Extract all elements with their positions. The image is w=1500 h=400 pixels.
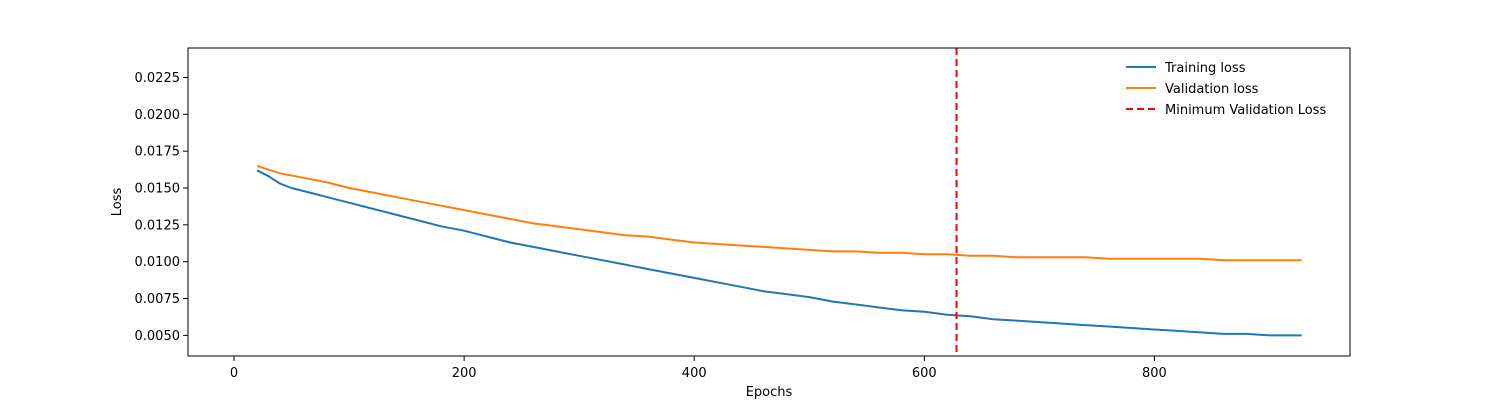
y-tick-label: 0.0075 [135,292,181,307]
x-axis-label: Epochs [746,385,793,400]
y-tick-label: 0.0125 [135,218,181,233]
series-line-training-loss [256,169,1302,337]
x-tick-label: 800 [1142,366,1167,381]
legend: Training loss Validation loss Minimum Va… [1126,61,1326,118]
y-tick-label: 0.0225 [135,71,181,86]
series-line-validation-loss [256,164,1302,262]
legend-label-validation-loss: Validation loss [1165,82,1259,97]
x-tick-label: 400 [682,366,707,381]
y-axis: 0.0050 0.0075 0.0100 0.0125 0.0150 0.0175 0.02… [135,71,188,344]
y-tick-label: 0.0100 [135,255,181,270]
series-layer [256,164,1302,337]
plot-frame [187,47,1351,357]
y-tick-label: 0.0050 [135,329,181,344]
legend-label-training-loss: Training loss [1164,61,1246,76]
x-tick-label: 200 [452,366,477,381]
x-axis: 0 200 400 600 800 [230,356,1167,381]
legend-label-min-validation-loss: Minimum Validation Loss [1165,103,1326,118]
y-tick-label: 0.0200 [135,108,181,123]
x-tick-label: 0 [230,366,238,381]
y-tick-label: 0.0175 [135,145,181,160]
y-axis-label: Loss [110,188,125,217]
y-tick-label: 0.0150 [135,182,181,197]
x-tick-label: 600 [912,366,937,381]
